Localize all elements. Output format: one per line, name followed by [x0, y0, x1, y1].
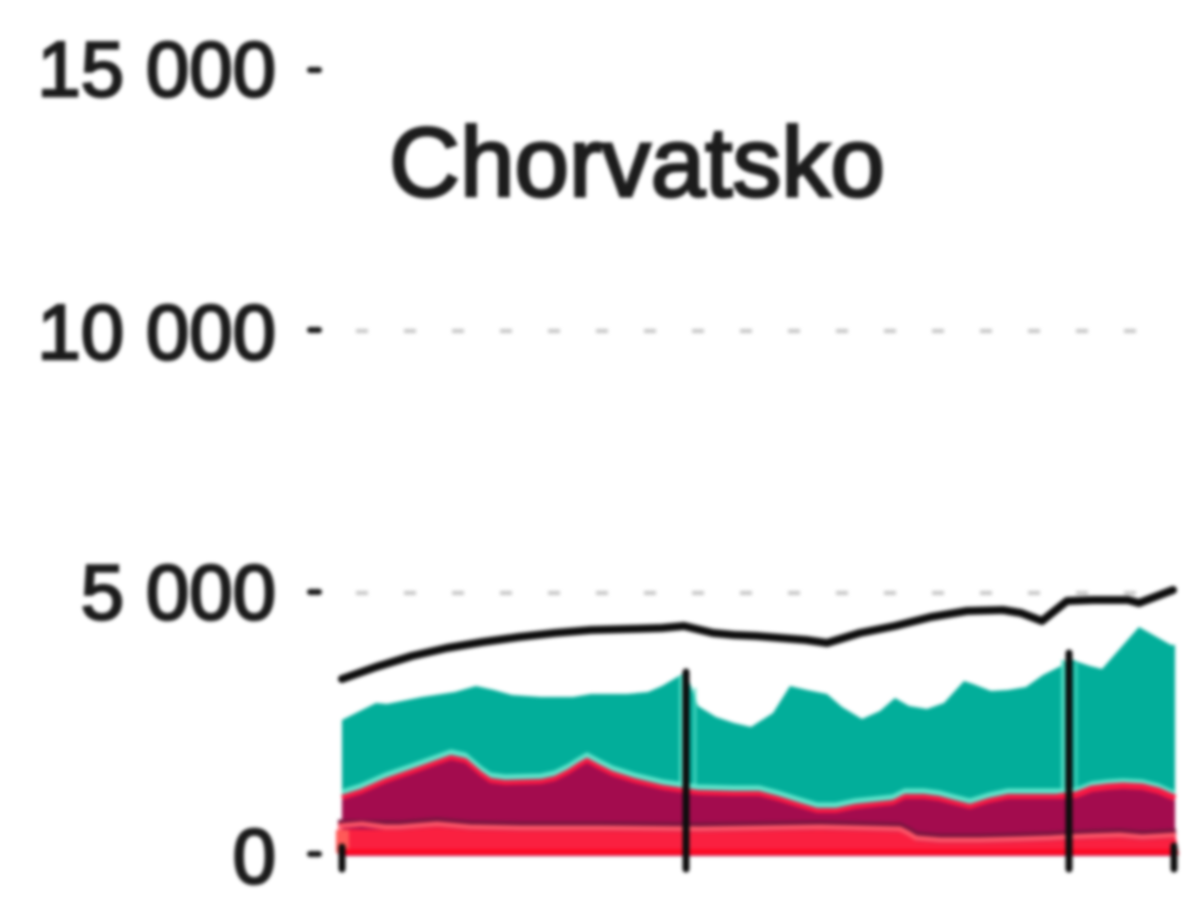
svg-text:0: 0 — [233, 812, 276, 900]
svg-text:Chorvatsko: Chorvatsko — [389, 107, 885, 217]
svg-text:10 000: 10 000 — [37, 288, 276, 376]
svg-text:15 000: 15 000 — [37, 25, 276, 113]
svg-text:5 000: 5 000 — [81, 548, 276, 636]
